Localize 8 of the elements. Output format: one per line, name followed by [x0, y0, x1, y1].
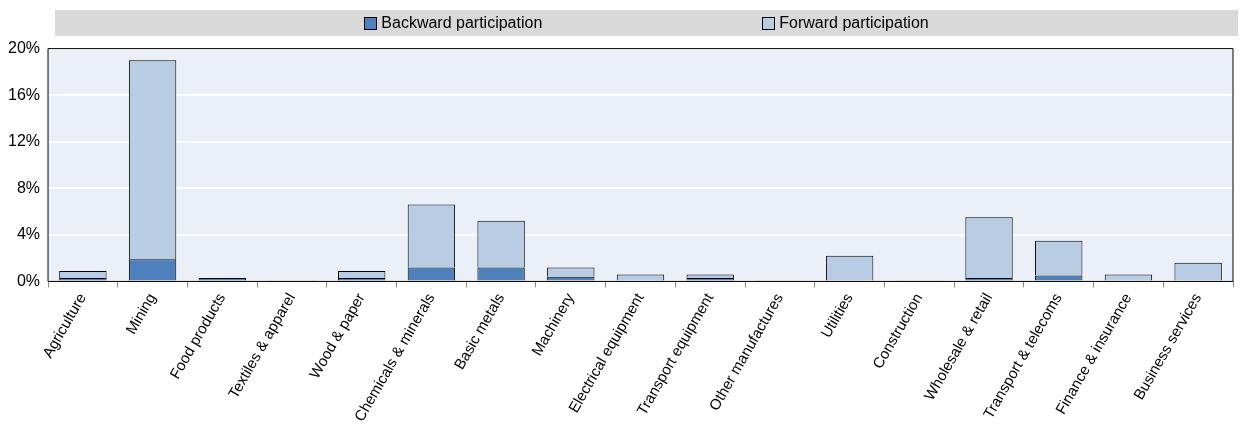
y-tick-label: 16% [7, 85, 41, 103]
legend-label: Backward participation [381, 14, 543, 32]
y-tick-label: 20% [7, 39, 41, 57]
y-tick-label: 0% [16, 271, 41, 289]
legend-label: Forward participation [779, 14, 929, 32]
y-tick-label: 4% [16, 225, 41, 243]
y-tick-label: 8% [16, 178, 41, 196]
y-tick-label: 12% [7, 132, 41, 150]
